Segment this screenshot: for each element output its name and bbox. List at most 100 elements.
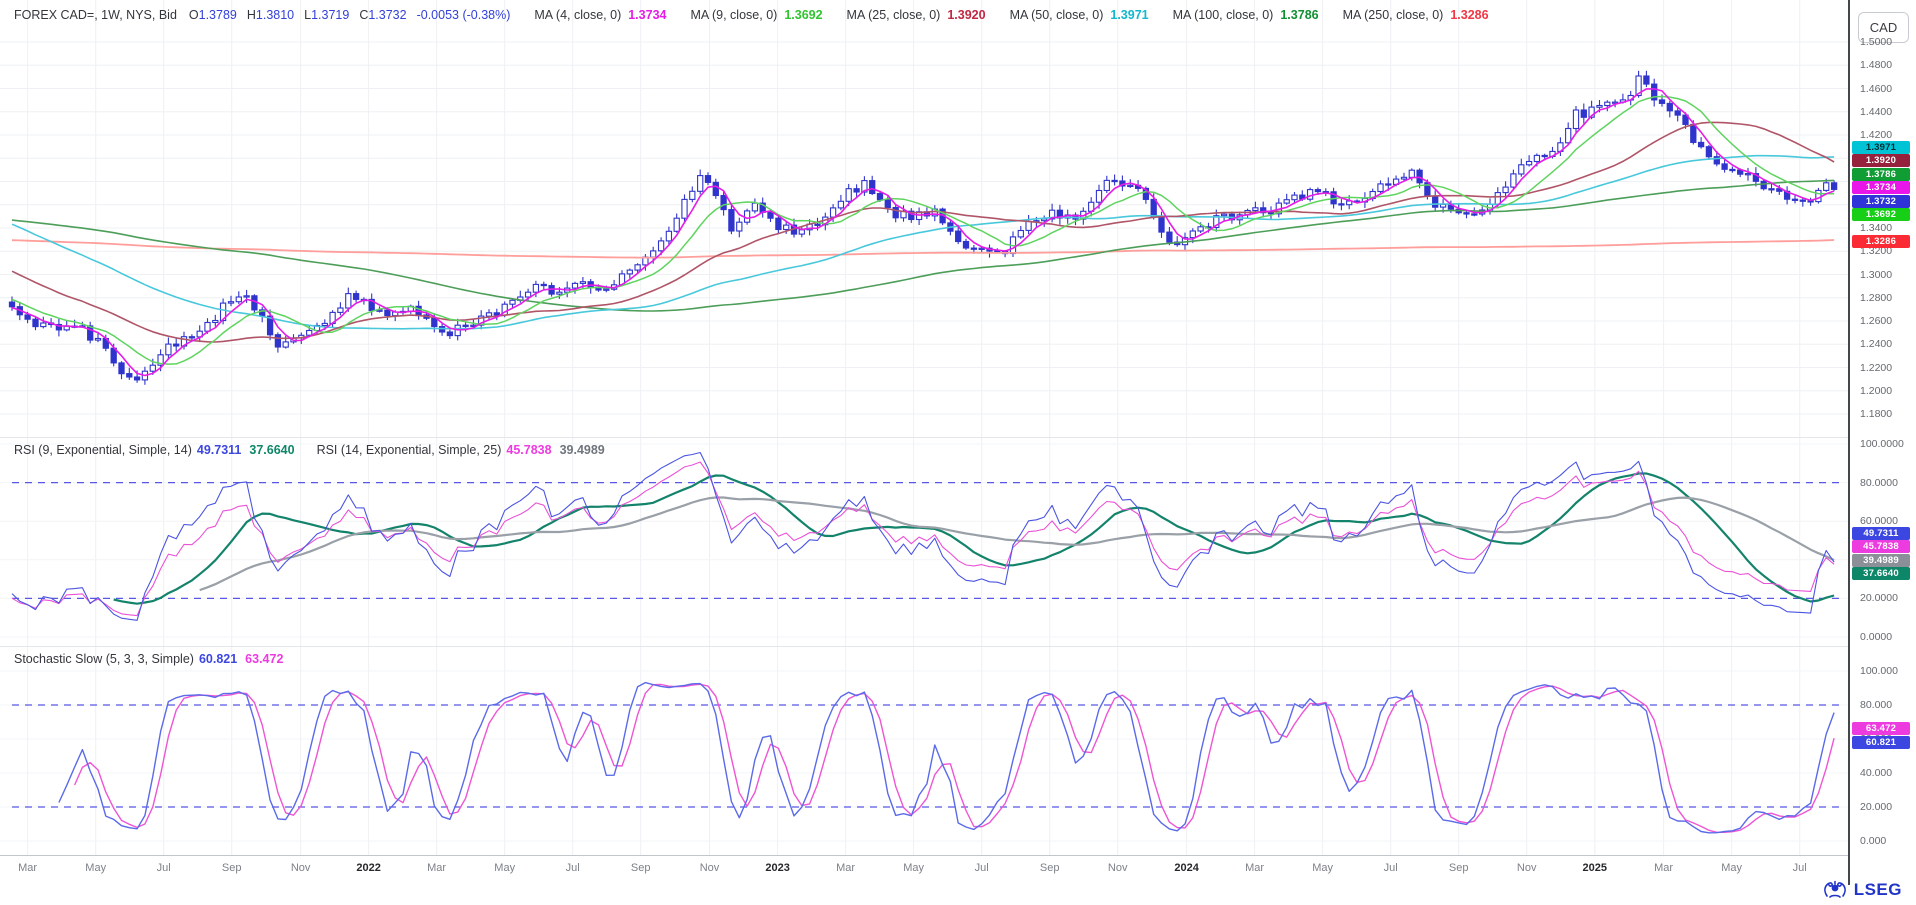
instrument-axis-badge[interactable]: CAD <box>1858 12 1909 43</box>
ohlc-field: O1.3789 <box>189 8 237 22</box>
axis-price-badge: 1.3734 <box>1852 181 1910 195</box>
time-axis-month-label: May <box>85 862 107 874</box>
ma-100-line <box>11 179 1835 312</box>
ohlc-letter: C <box>359 8 369 22</box>
axis-tick-label: 80.000 <box>1860 699 1893 711</box>
ohlc-field: L1.3719 <box>304 8 349 22</box>
pane-separator[interactable] <box>0 646 1850 647</box>
time-axis-month-label: Jul <box>156 862 171 874</box>
rsi-label-1[interactable]: RSI (9, Exponential, Simple, 14) <box>14 443 192 457</box>
price-pane-svg[interactable] <box>0 0 1850 437</box>
axis-tick-label: 40.000 <box>1860 767 1893 779</box>
time-axis-month-label: Jul <box>1383 862 1398 874</box>
axis-price-badge: 39.4989 <box>1852 553 1910 567</box>
axis-price-badge: 1.3971 <box>1852 140 1910 154</box>
axis-tick-label: 1.4400 <box>1860 105 1893 118</box>
axis-tick-label: 20.0000 <box>1860 592 1898 605</box>
axis-price-badge: 1.3732 <box>1852 194 1910 208</box>
axis-tick-label: 1.2800 <box>1860 291 1893 304</box>
stoch-label[interactable]: Stochastic Slow (5, 3, 3, Simple) <box>14 652 194 666</box>
ohlc-field: C1.3732 <box>359 8 406 22</box>
time-axis-month-label: Sep <box>630 862 651 874</box>
time-axis-year-label: 2022 <box>356 862 381 874</box>
rsi-value-1: 49.7311 <box>196 443 242 457</box>
axis-tick-label: 1.4600 <box>1860 82 1893 95</box>
rsi-value-2-ma: 39.4989 <box>559 443 605 457</box>
candles-group <box>8 70 1838 385</box>
ma-legend-item[interactable]: MA (4, close, 0) 1.3734 <box>534 8 666 22</box>
stoch-k-value: 60.821 <box>198 652 238 666</box>
axis-tick-label: 1.3000 <box>1860 268 1893 281</box>
axis-tick-label: 1.2200 <box>1860 361 1893 374</box>
ma-legend-item[interactable]: MA (25, close, 0) 1.3920 <box>847 8 986 22</box>
axis-tick-label: 1.2600 <box>1860 315 1893 327</box>
time-axis-month-label: Mar <box>836 862 856 874</box>
ma-legend-item[interactable]: MA (50, close, 0) 1.3971 <box>1010 8 1149 22</box>
ohlc-number: 1.3732 <box>368 8 407 22</box>
time-axis-month-label: Sep <box>221 862 242 874</box>
time-axis-month-label: May <box>1721 862 1742 874</box>
rsi-pane-svg[interactable] <box>0 437 1850 646</box>
ma-label: MA (100, close, 0) <box>1172 8 1274 22</box>
ma-legend-item[interactable]: MA (9, close, 0) 1.3692 <box>690 8 822 22</box>
ma-legend-item[interactable]: MA (250, close, 0) 1.3286 <box>1343 8 1489 22</box>
ma-legend-items: MA (4, close, 0) 1.3734 MA (9, close, 0) 1.… <box>510 8 1488 22</box>
ma-label: MA (250, close, 0) <box>1342 8 1444 22</box>
stoch-d-value: 63.472 <box>245 652 284 666</box>
value-axis[interactable]: CAD 1.5000 1.4800 1.4600 1.4400 1.4200 1.3400… <box>1848 0 1916 885</box>
time-axis-month-label: Nov <box>1107 862 1128 874</box>
axis-tick-label: 1.1800 <box>1860 408 1893 420</box>
price-pane-chart[interactable] <box>0 0 1850 437</box>
ma-50-line <box>11 154 1835 330</box>
instrument-title[interactable]: FOREX CAD=, 1W, NYS, Bid <box>14 8 177 22</box>
stoch-pane-svg[interactable] <box>0 646 1850 855</box>
rsi14-ma-line <box>199 496 1835 592</box>
axis-tick-label: 1.3400 <box>1860 222 1893 234</box>
lseg-brand-text: LSEG <box>1853 879 1902 899</box>
time-axis-year-label: 2023 <box>765 862 790 874</box>
rsi-label-2[interactable]: RSI (14, Exponential, Simple, 25) <box>316 443 502 457</box>
ma-value: 1.3734 <box>628 8 667 22</box>
pane-separator[interactable] <box>0 437 1850 438</box>
time-axis-line <box>0 855 1916 856</box>
stoch-pane-chart[interactable] <box>0 646 1850 855</box>
ohlc-field: H1.3810 <box>247 8 294 22</box>
time-axis-month-label: Nov <box>290 862 311 874</box>
axis-price-badge: 1.3286 <box>1852 234 1910 248</box>
ma-legend-item[interactable]: MA (100, close, 0) 1.3786 <box>1173 8 1319 22</box>
time-axis-year-label: 2025 <box>1582 862 1608 874</box>
time-axis-year-label: 2024 <box>1174 862 1199 874</box>
lseg-logo: LSEG <box>1822 879 1902 900</box>
ma-25-line <box>11 121 1835 343</box>
axis-tick-label: 100.0000 <box>1860 438 1904 450</box>
time-axis-month-label: Sep <box>1039 862 1060 874</box>
ma-label: MA (4, close, 0) <box>534 8 622 22</box>
rsi9-ma-line <box>113 472 1835 605</box>
rsi9-line <box>11 451 1835 621</box>
axis-tick-label: 1.5000 <box>1860 36 1893 48</box>
ohlc-letter: L <box>304 8 312 22</box>
axis-tick-label: 1.4800 <box>1860 59 1893 72</box>
axis-price-badge: 45.7838 <box>1852 540 1910 554</box>
stoch-legend[interactable]: Stochastic Slow (5, 3, 3, Simple) 60.821… <box>14 652 297 666</box>
time-axis-month-label: Nov <box>1516 862 1537 874</box>
axis-tick-label: 1.2000 <box>1860 384 1893 397</box>
axis-tick-label: 20.000 <box>1860 801 1893 813</box>
rsi-value-1-ma: 37.6640 <box>249 443 295 457</box>
time-axis-month-label: Mar <box>427 862 447 874</box>
ma-label: MA (25, close, 0) <box>846 8 941 22</box>
stoch-k-line <box>58 681 1835 834</box>
ohlc-number: 1.3789 <box>198 8 237 22</box>
ma-value: 1.3920 <box>947 8 986 22</box>
rsi-pane-chart[interactable] <box>0 437 1850 646</box>
axis-tick-label: 1.4200 <box>1860 129 1893 141</box>
axis-tick-label: 100.000 <box>1860 665 1898 677</box>
change-value: -0.0053 (-0.38%) <box>416 8 511 22</box>
rsi-legend[interactable]: RSI (9, Exponential, Simple, 14) 49.7311… <box>14 443 619 457</box>
axis-tick-label: 0.000 <box>1860 835 1887 847</box>
ohlc-number: 1.3719 <box>311 8 350 22</box>
axis-price-badge: 1.3692 <box>1852 208 1910 222</box>
main-legend[interactable]: FOREX CAD=, 1W, NYS, Bid O1.3789 H1.3810 L… <box>14 8 1489 22</box>
rsi14-line <box>11 461 1835 617</box>
ma-label: MA (9, close, 0) <box>690 8 778 22</box>
